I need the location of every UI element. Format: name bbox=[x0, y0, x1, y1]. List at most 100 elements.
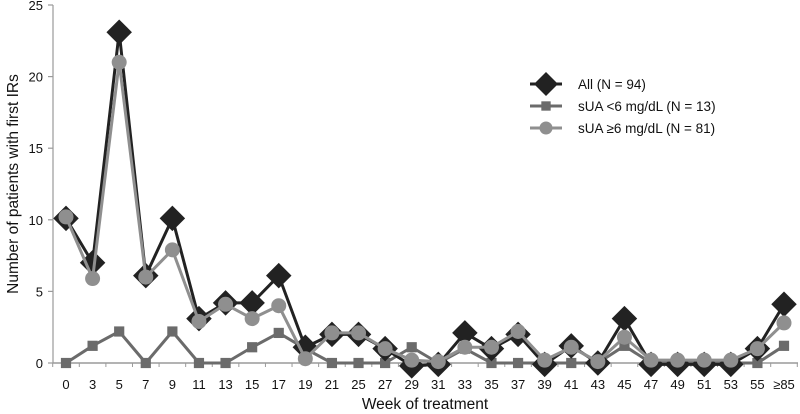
x-tick-label: 5 bbox=[116, 377, 123, 392]
y-tick-label: 10 bbox=[29, 213, 43, 228]
circle-marker bbox=[537, 352, 553, 368]
diamond-marker bbox=[159, 205, 186, 232]
series-layer bbox=[53, 19, 797, 379]
diamond-marker bbox=[771, 291, 797, 318]
circle-marker bbox=[324, 325, 340, 341]
diamond-marker bbox=[106, 19, 132, 45]
x-tick-label: 17 bbox=[272, 377, 286, 392]
circle-marker bbox=[539, 121, 553, 135]
x-tick-label: 29 bbox=[404, 377, 418, 392]
y-axis: 0 5 10 15 20 25 bbox=[29, 0, 54, 371]
x-tick-label: 37 bbox=[511, 377, 525, 392]
y-tick-label: 5 bbox=[36, 284, 43, 299]
square-marker bbox=[247, 342, 258, 353]
circle-marker bbox=[723, 352, 739, 368]
x-tick-label: 27 bbox=[378, 377, 392, 392]
x-tick-label: 55 bbox=[750, 377, 764, 392]
x-axis: 0 3 5 7 9 11 13 15 17 19 21 25 27 29 31 33 35 37 39 41 43 45 4… bbox=[52, 362, 798, 392]
y-axis-title: Number of patients with first IRs bbox=[5, 74, 22, 294]
square-marker bbox=[326, 357, 338, 369]
circle-marker bbox=[218, 296, 234, 312]
circle-marker bbox=[164, 242, 180, 258]
x-tick-label: 9 bbox=[169, 377, 176, 392]
x-tick-label: 3 bbox=[89, 377, 96, 392]
y-tick-label: 20 bbox=[29, 70, 43, 85]
y-tick-label: 25 bbox=[29, 0, 43, 13]
x-tick-label: 7 bbox=[142, 377, 149, 392]
square-marker bbox=[541, 101, 551, 111]
circle-marker bbox=[776, 315, 792, 331]
circle-marker bbox=[351, 325, 367, 341]
x-tick-label: 19 bbox=[298, 377, 312, 392]
square-marker bbox=[752, 357, 763, 369]
legend: All (N = 94) sUA <6 mg/dL (N = 13) sUA ≥6 … bbox=[530, 72, 716, 136]
circle-marker bbox=[590, 354, 606, 370]
square-marker bbox=[273, 327, 284, 339]
circle-marker bbox=[696, 352, 712, 368]
square-marker bbox=[619, 340, 630, 351]
square-marker bbox=[140, 357, 151, 369]
square-marker bbox=[512, 357, 524, 369]
x-tick-label: ≥85 bbox=[773, 377, 795, 392]
square-marker bbox=[380, 357, 391, 369]
square-marker bbox=[220, 357, 231, 369]
circle-marker bbox=[457, 339, 473, 355]
x-tick-label: 53 bbox=[724, 377, 738, 392]
circle-marker bbox=[377, 341, 393, 357]
x-tick-label: 15 bbox=[245, 377, 259, 392]
legend-label: sUA ≥6 mg/dL (N = 81) bbox=[578, 121, 715, 136]
x-axis-title: Week of treatment bbox=[362, 396, 489, 413]
circle-marker bbox=[297, 351, 313, 367]
circle-marker bbox=[563, 339, 579, 355]
square-marker bbox=[353, 357, 364, 369]
circle-marker bbox=[191, 313, 207, 329]
x-tick-label: 31 bbox=[431, 377, 445, 392]
diamond-marker bbox=[452, 320, 478, 346]
diamond-marker bbox=[239, 290, 265, 316]
series-line bbox=[64, 60, 786, 364]
diamond-marker bbox=[79, 250, 106, 276]
x-tick-label: 21 bbox=[325, 377, 339, 392]
legend-label: sUA <6 mg/dL (N = 13) bbox=[578, 99, 716, 114]
diamond-marker bbox=[265, 262, 292, 289]
square-marker bbox=[167, 326, 178, 337]
circle-marker bbox=[85, 271, 101, 287]
legend-item: sUA <6 mg/dL (N = 13) bbox=[530, 99, 716, 114]
square-marker bbox=[193, 357, 205, 369]
x-tick-label: 33 bbox=[458, 377, 472, 392]
legend-item: All (N = 94) bbox=[530, 72, 646, 96]
circle-marker bbox=[616, 329, 632, 345]
x-tick-label: 43 bbox=[591, 377, 605, 392]
circle-marker bbox=[749, 341, 765, 357]
diamond-marker bbox=[534, 72, 558, 96]
diamond-marker bbox=[611, 305, 638, 332]
x-tick-label: 35 bbox=[484, 377, 498, 392]
circle-marker bbox=[111, 54, 127, 70]
square-marker bbox=[406, 342, 417, 353]
circle-marker bbox=[483, 339, 499, 355]
x-tick-label: 49 bbox=[670, 377, 684, 392]
square-marker bbox=[778, 340, 790, 351]
series-line bbox=[64, 30, 786, 368]
circle-marker bbox=[404, 352, 420, 368]
y-tick-label: 0 bbox=[36, 356, 43, 371]
square-marker bbox=[114, 326, 125, 337]
circle-marker bbox=[510, 323, 526, 339]
legend-label: All (N = 94) bbox=[578, 77, 646, 92]
x-tick-label: 47 bbox=[644, 377, 658, 392]
circle-marker bbox=[643, 352, 659, 368]
x-tick-label: 51 bbox=[697, 377, 711, 392]
square-marker bbox=[60, 357, 72, 369]
x-tick-label: 45 bbox=[617, 377, 631, 392]
series-diamond bbox=[53, 19, 797, 379]
x-tick-label: 0 bbox=[62, 377, 69, 392]
x-tick-label: 25 bbox=[351, 377, 365, 392]
square-marker bbox=[87, 340, 98, 351]
circle-marker bbox=[138, 269, 154, 285]
legend-item: sUA ≥6 mg/dL (N = 81) bbox=[530, 121, 715, 136]
x-tick-label: 11 bbox=[192, 377, 206, 392]
circle-marker bbox=[244, 311, 260, 327]
y-tick-label: 15 bbox=[29, 141, 43, 156]
square-marker bbox=[486, 357, 497, 369]
